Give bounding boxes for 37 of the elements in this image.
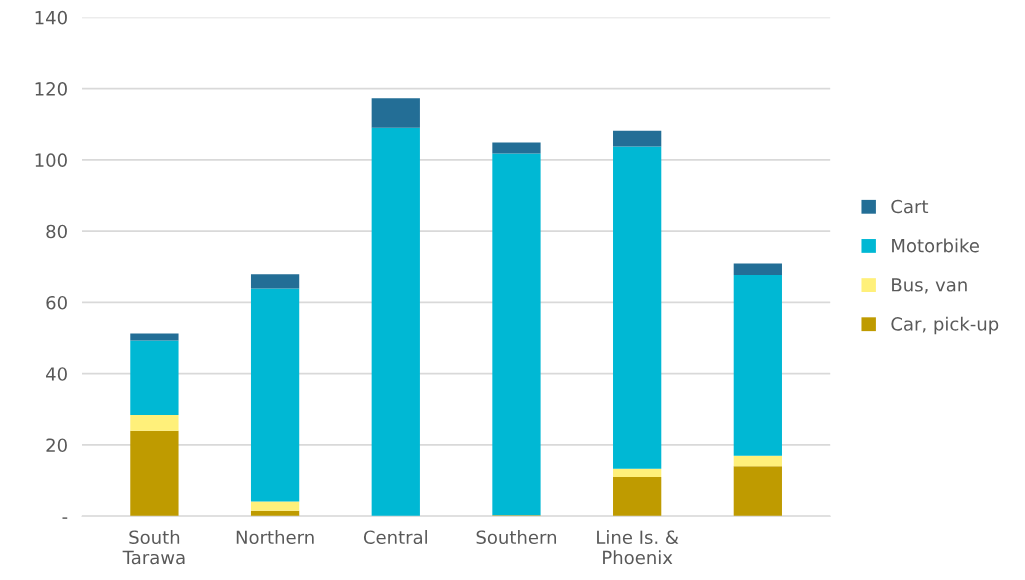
legend-label: Motorbike [892, 238, 979, 253]
bar [250, 274, 300, 289]
x-tick-label: Southern [476, 530, 556, 545]
y-tick-label: 120 [35, 82, 67, 96]
bar [250, 288, 300, 502]
bar [733, 274, 782, 456]
x-tick-label: South Tarawa [122, 530, 185, 565]
y-tick-label: 80 [46, 224, 67, 239]
x-tick-label: Line Is. & Phoenix [597, 530, 679, 565]
bar [492, 142, 541, 154]
y-tick-label: 60 [46, 295, 67, 310]
bar [130, 430, 179, 517]
bar [733, 466, 782, 517]
y-tick-label: 40 [46, 367, 67, 381]
y-tick-label: 100 [35, 153, 67, 168]
bar [130, 333, 179, 341]
bar [613, 468, 662, 478]
bar [733, 455, 782, 467]
bar [492, 153, 541, 516]
bar [613, 146, 662, 469]
bar [250, 501, 300, 511]
y-tick-label: 140 [35, 10, 67, 25]
bar [250, 510, 300, 517]
legend-label: Cart [891, 199, 929, 214]
y-tick-label: 20 [46, 438, 67, 453]
x-tick-label: Central [363, 530, 427, 545]
bar [613, 130, 662, 147]
bar [130, 415, 179, 431]
y-tick-label: - [62, 517, 68, 519]
bar [371, 98, 420, 128]
legend-label: Bus, van [892, 278, 967, 294]
bar [613, 477, 662, 517]
bar [733, 263, 782, 275]
x-tick-label: Northern [236, 530, 314, 545]
legend-label: Car, pick-up [891, 316, 999, 335]
bar [371, 127, 420, 517]
bar [130, 340, 179, 416]
